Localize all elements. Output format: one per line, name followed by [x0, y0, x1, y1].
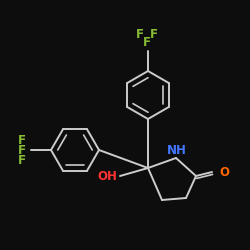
Text: F: F	[143, 36, 151, 50]
Text: F: F	[18, 144, 26, 156]
Text: O: O	[219, 166, 229, 178]
Text: F: F	[18, 134, 26, 146]
Text: NH: NH	[167, 144, 187, 156]
Text: F: F	[18, 154, 26, 166]
Text: F: F	[150, 28, 158, 42]
Text: OH: OH	[97, 170, 117, 183]
Text: F: F	[136, 28, 144, 42]
